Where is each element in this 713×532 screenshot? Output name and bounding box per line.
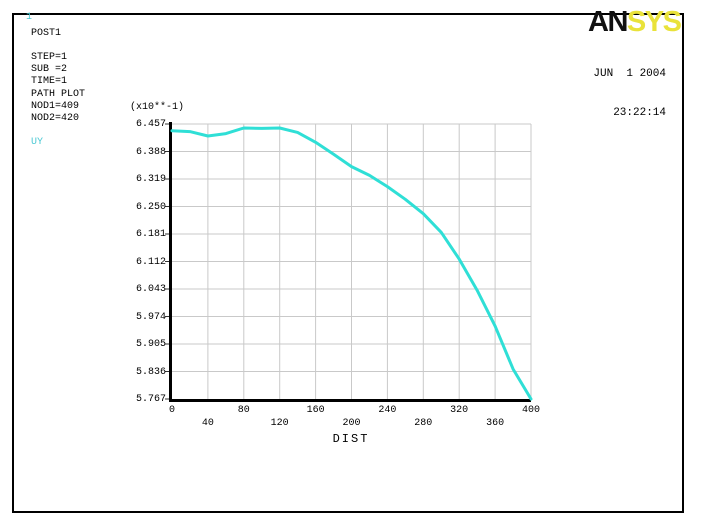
info-path-plot: PATH PLOT <box>31 89 86 100</box>
info-nod2: NOD2=420 <box>31 113 80 124</box>
info-sub: SUB =2 <box>31 64 68 75</box>
x-tick-label: 80 <box>237 405 250 416</box>
y-tick-label: 5.836 <box>135 366 166 378</box>
y-tick-label: 6.181 <box>135 229 166 240</box>
y-axis-multiplier-label: (x10**-1) <box>130 102 185 113</box>
series-label-uy: UY <box>31 137 44 148</box>
uy-path-curve <box>170 126 533 401</box>
x-tick-label: 160 <box>306 405 325 416</box>
x-tick-label: 240 <box>378 405 397 416</box>
x-tick-label: 400 <box>521 405 541 416</box>
x-tick-label: 200 <box>342 418 361 429</box>
y-tick-label: 6.043 <box>135 284 166 295</box>
y-tick-label: 6.112 <box>135 256 166 268</box>
plot-window-number: 1 <box>26 12 33 23</box>
y-tick-label: 5.767 <box>135 394 166 405</box>
y-tick-label: 5.905 <box>135 339 166 350</box>
plot-area <box>165 122 533 402</box>
x-axis-title: DIST <box>332 432 370 446</box>
date-label: JUN 1 2004 <box>593 68 666 80</box>
y-tick-label: 6.319 <box>135 174 166 185</box>
time-label: 23:22:14 <box>613 107 666 119</box>
x-tick-label: 320 <box>450 405 469 416</box>
info-time: TIME=1 <box>31 76 68 87</box>
x-tick-label: 120 <box>270 418 289 429</box>
x-tick-label: 360 <box>486 418 505 429</box>
ansys-logo-yellow-part: SYS <box>626 6 682 38</box>
graphics-window-frame <box>12 13 684 513</box>
x-tick-label: 0 <box>168 405 176 416</box>
datetime-stamp: JUN 1 2004 23:22:14 <box>593 42 666 133</box>
ansys-logo: ANSYS <box>588 6 682 38</box>
y-tick-label: 6.388 <box>135 146 166 158</box>
info-post1: POST1 <box>31 28 62 39</box>
info-nod1: NOD1=409 <box>31 101 80 112</box>
y-tick-label: 6.457 <box>135 119 166 130</box>
ansys-logo-black-part: AN <box>588 6 628 38</box>
y-tick-label: 6.250 <box>135 201 166 213</box>
x-tick-label: 40 <box>201 418 214 429</box>
x-tick-label: 280 <box>414 418 433 429</box>
y-tick-label: 5.974 <box>135 311 166 323</box>
info-step: STEP=1 <box>31 52 68 63</box>
